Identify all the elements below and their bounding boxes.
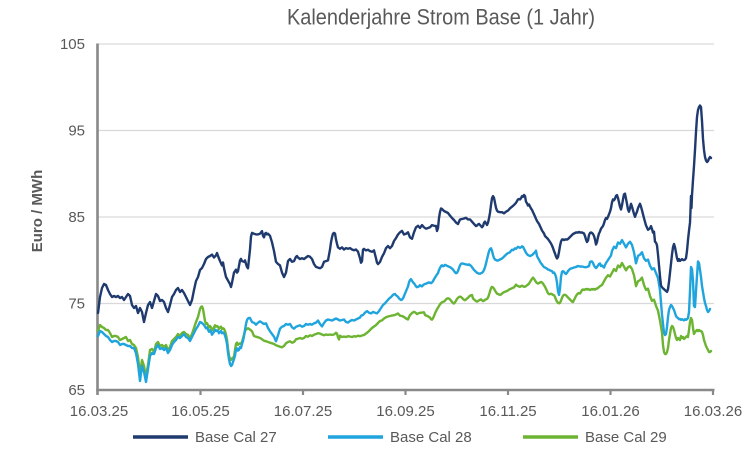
svg-text:Base Cal 28: Base Cal 28: [390, 429, 472, 446]
svg-text:16.05.25: 16.05.25: [171, 403, 229, 420]
svg-text:16.03.25: 16.03.25: [70, 403, 128, 420]
svg-text:85: 85: [68, 209, 85, 226]
svg-text:Kalenderjahre Strom Base (1 Ja: Kalenderjahre Strom Base (1 Jahr): [287, 5, 595, 30]
svg-text:Euro / MWh: Euro / MWh: [29, 170, 46, 253]
svg-text:95: 95: [68, 123, 85, 140]
svg-text:65: 65: [68, 382, 85, 399]
svg-text:75: 75: [68, 296, 85, 313]
svg-text:16.01.26: 16.01.26: [581, 403, 639, 420]
svg-text:Base Cal 29: Base Cal 29: [585, 429, 667, 446]
svg-text:16.09.25: 16.09.25: [376, 403, 434, 420]
svg-text:16.07.25: 16.07.25: [274, 403, 332, 420]
svg-text:16.03.26: 16.03.26: [684, 403, 742, 420]
svg-text:105: 105: [60, 36, 85, 53]
svg-text:16.11.25: 16.11.25: [479, 403, 536, 420]
svg-text:Base Cal 27: Base Cal 27: [195, 429, 277, 446]
